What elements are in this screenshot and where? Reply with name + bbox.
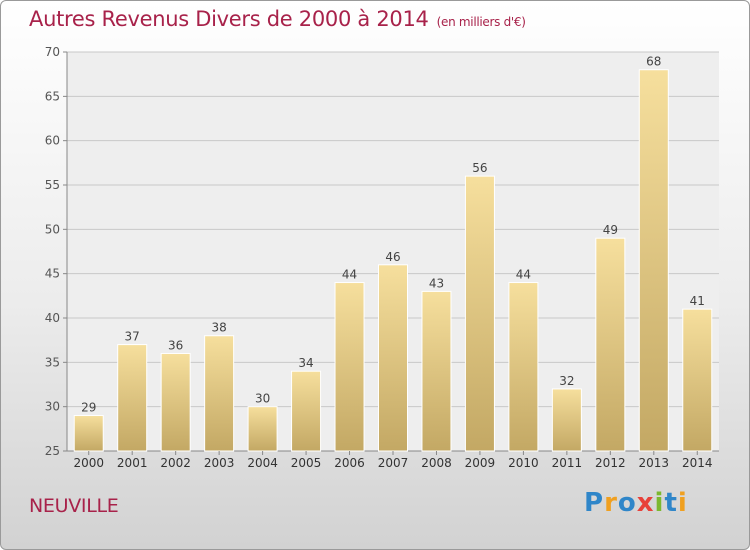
y-tick-label: 45 <box>45 267 60 281</box>
bar <box>508 282 539 452</box>
logo-letter: i <box>654 488 665 518</box>
y-tick-label: 60 <box>45 134 60 148</box>
data-label: 37 <box>125 330 140 344</box>
x-tick-label: 2007 <box>378 456 409 470</box>
bar <box>378 264 408 452</box>
bar <box>160 352 191 452</box>
bar <box>291 370 322 452</box>
logo-letter: x <box>636 488 655 518</box>
x-tick-label: 2013 <box>639 456 670 470</box>
x-tick-label: 2011 <box>552 456 583 470</box>
bar <box>73 415 104 452</box>
data-label: 30 <box>255 392 270 406</box>
bar <box>682 308 713 452</box>
data-label: 56 <box>472 161 487 175</box>
logo-letter: r <box>604 488 618 518</box>
data-label: 29 <box>81 401 96 415</box>
y-tick-label: 25 <box>45 444 60 458</box>
x-tick-label: 2009 <box>465 456 496 470</box>
data-label: 44 <box>342 268 357 282</box>
x-tick-label: 2005 <box>291 456 322 470</box>
bar <box>117 344 148 452</box>
chart-title-text: Autres Revenus Divers de 2000 à 2014 <box>29 7 429 31</box>
logo-letter: o <box>617 488 637 518</box>
x-tick-label: 2000 <box>73 456 104 470</box>
x-tick-label: 2006 <box>334 456 365 470</box>
data-label: 68 <box>646 55 661 69</box>
x-tick-label: 2010 <box>508 456 539 470</box>
y-tick-label: 30 <box>45 400 60 414</box>
data-label: 36 <box>168 338 183 352</box>
bar <box>551 388 582 452</box>
data-label: 38 <box>211 321 226 335</box>
chart-title-unit: (en milliers d'€) <box>436 15 526 29</box>
bar <box>334 282 365 452</box>
y-tick-label: 35 <box>45 355 60 369</box>
y-tick-label: 55 <box>45 178 60 192</box>
bar <box>247 406 278 452</box>
data-label: 44 <box>516 268 531 282</box>
bar <box>204 335 235 452</box>
logo-letter: t <box>664 488 678 518</box>
data-label: 49 <box>603 223 618 237</box>
bar <box>421 290 452 452</box>
x-tick-label: 2004 <box>247 456 278 470</box>
data-label: 32 <box>559 374 574 388</box>
bar <box>464 175 495 452</box>
logo-letter: i <box>677 488 688 518</box>
x-tick-label: 2008 <box>421 456 452 470</box>
x-tick-label: 2001 <box>117 456 148 470</box>
x-tick-label: 2003 <box>204 456 235 470</box>
x-tick-label: 2014 <box>682 456 713 470</box>
y-tick-label: 70 <box>45 45 60 59</box>
data-label: 41 <box>690 294 705 308</box>
data-label: 43 <box>429 276 444 290</box>
data-label: 46 <box>385 250 400 264</box>
y-tick-label: 65 <box>45 89 60 103</box>
x-tick-label: 2002 <box>160 456 191 470</box>
logo-letter: P <box>584 488 605 518</box>
x-tick-label: 2012 <box>595 456 626 470</box>
data-label: 34 <box>298 356 313 370</box>
chart-title: Autres Revenus Divers de 2000 à 2014 (en … <box>29 7 526 31</box>
location-label: NEUVILLE <box>29 495 119 517</box>
bar <box>595 237 626 452</box>
bar <box>638 69 669 452</box>
y-tick-label: 50 <box>45 222 60 236</box>
y-tick-label: 40 <box>45 311 60 325</box>
proxiti-logo: Proxiti <box>584 488 688 518</box>
